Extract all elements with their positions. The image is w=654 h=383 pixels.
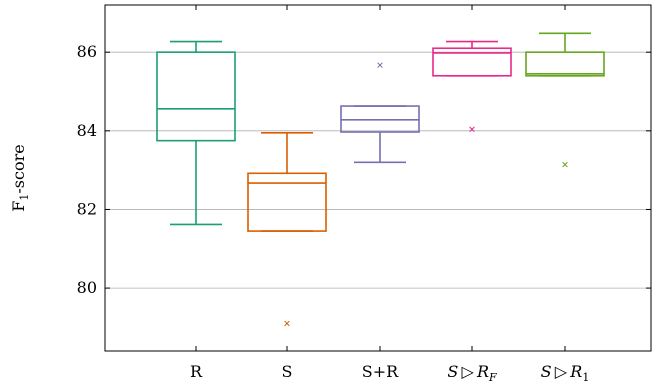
outlier-marker <box>562 161 568 168</box>
y-axis-label-rest: -score <box>9 144 28 193</box>
y-tick-label: 82 <box>77 199 97 218</box>
y-tick-label: 80 <box>77 278 97 297</box>
y-axis-label-main: F <box>9 201 28 212</box>
box-2 <box>247 131 327 327</box>
box-body <box>247 172 327 232</box>
x-tick-label: S ▷ RF <box>447 362 497 383</box>
axis-ticks: 80 82 84 86 R S S+R S ▷ RF S ▷ R1 <box>77 5 651 383</box>
box-1 <box>156 40 236 226</box>
x-tick-label: S+R <box>362 362 399 381</box>
outlier-marker <box>284 320 290 327</box>
outlier-stroke <box>284 320 290 327</box>
box-5 <box>525 32 605 168</box>
y-tick-label: 84 <box>77 121 97 140</box>
outlier-stroke <box>562 161 568 168</box>
box-3 <box>340 62 420 164</box>
x-tick-label: R <box>190 362 203 381</box>
plot-frame <box>104 4 652 352</box>
grid-lines <box>105 51 651 289</box>
outlier-marker <box>377 62 383 68</box>
box-body <box>432 47 512 77</box>
box-4 <box>432 40 512 132</box>
outlier-stroke <box>377 62 383 68</box>
outlier-marker <box>469 126 475 132</box>
y-axis-label-subscript: 1 <box>18 194 31 201</box>
y-axis-label: F1-score <box>9 144 31 211</box>
box-body <box>156 51 236 142</box>
x-tick-label: S <box>282 362 293 381</box>
y-tick-label: 86 <box>77 42 97 61</box>
outlier-stroke <box>469 126 475 132</box>
box-body <box>525 51 605 77</box>
x-tick-label: S ▷ R1 <box>541 362 590 383</box>
boxes <box>156 32 605 327</box>
